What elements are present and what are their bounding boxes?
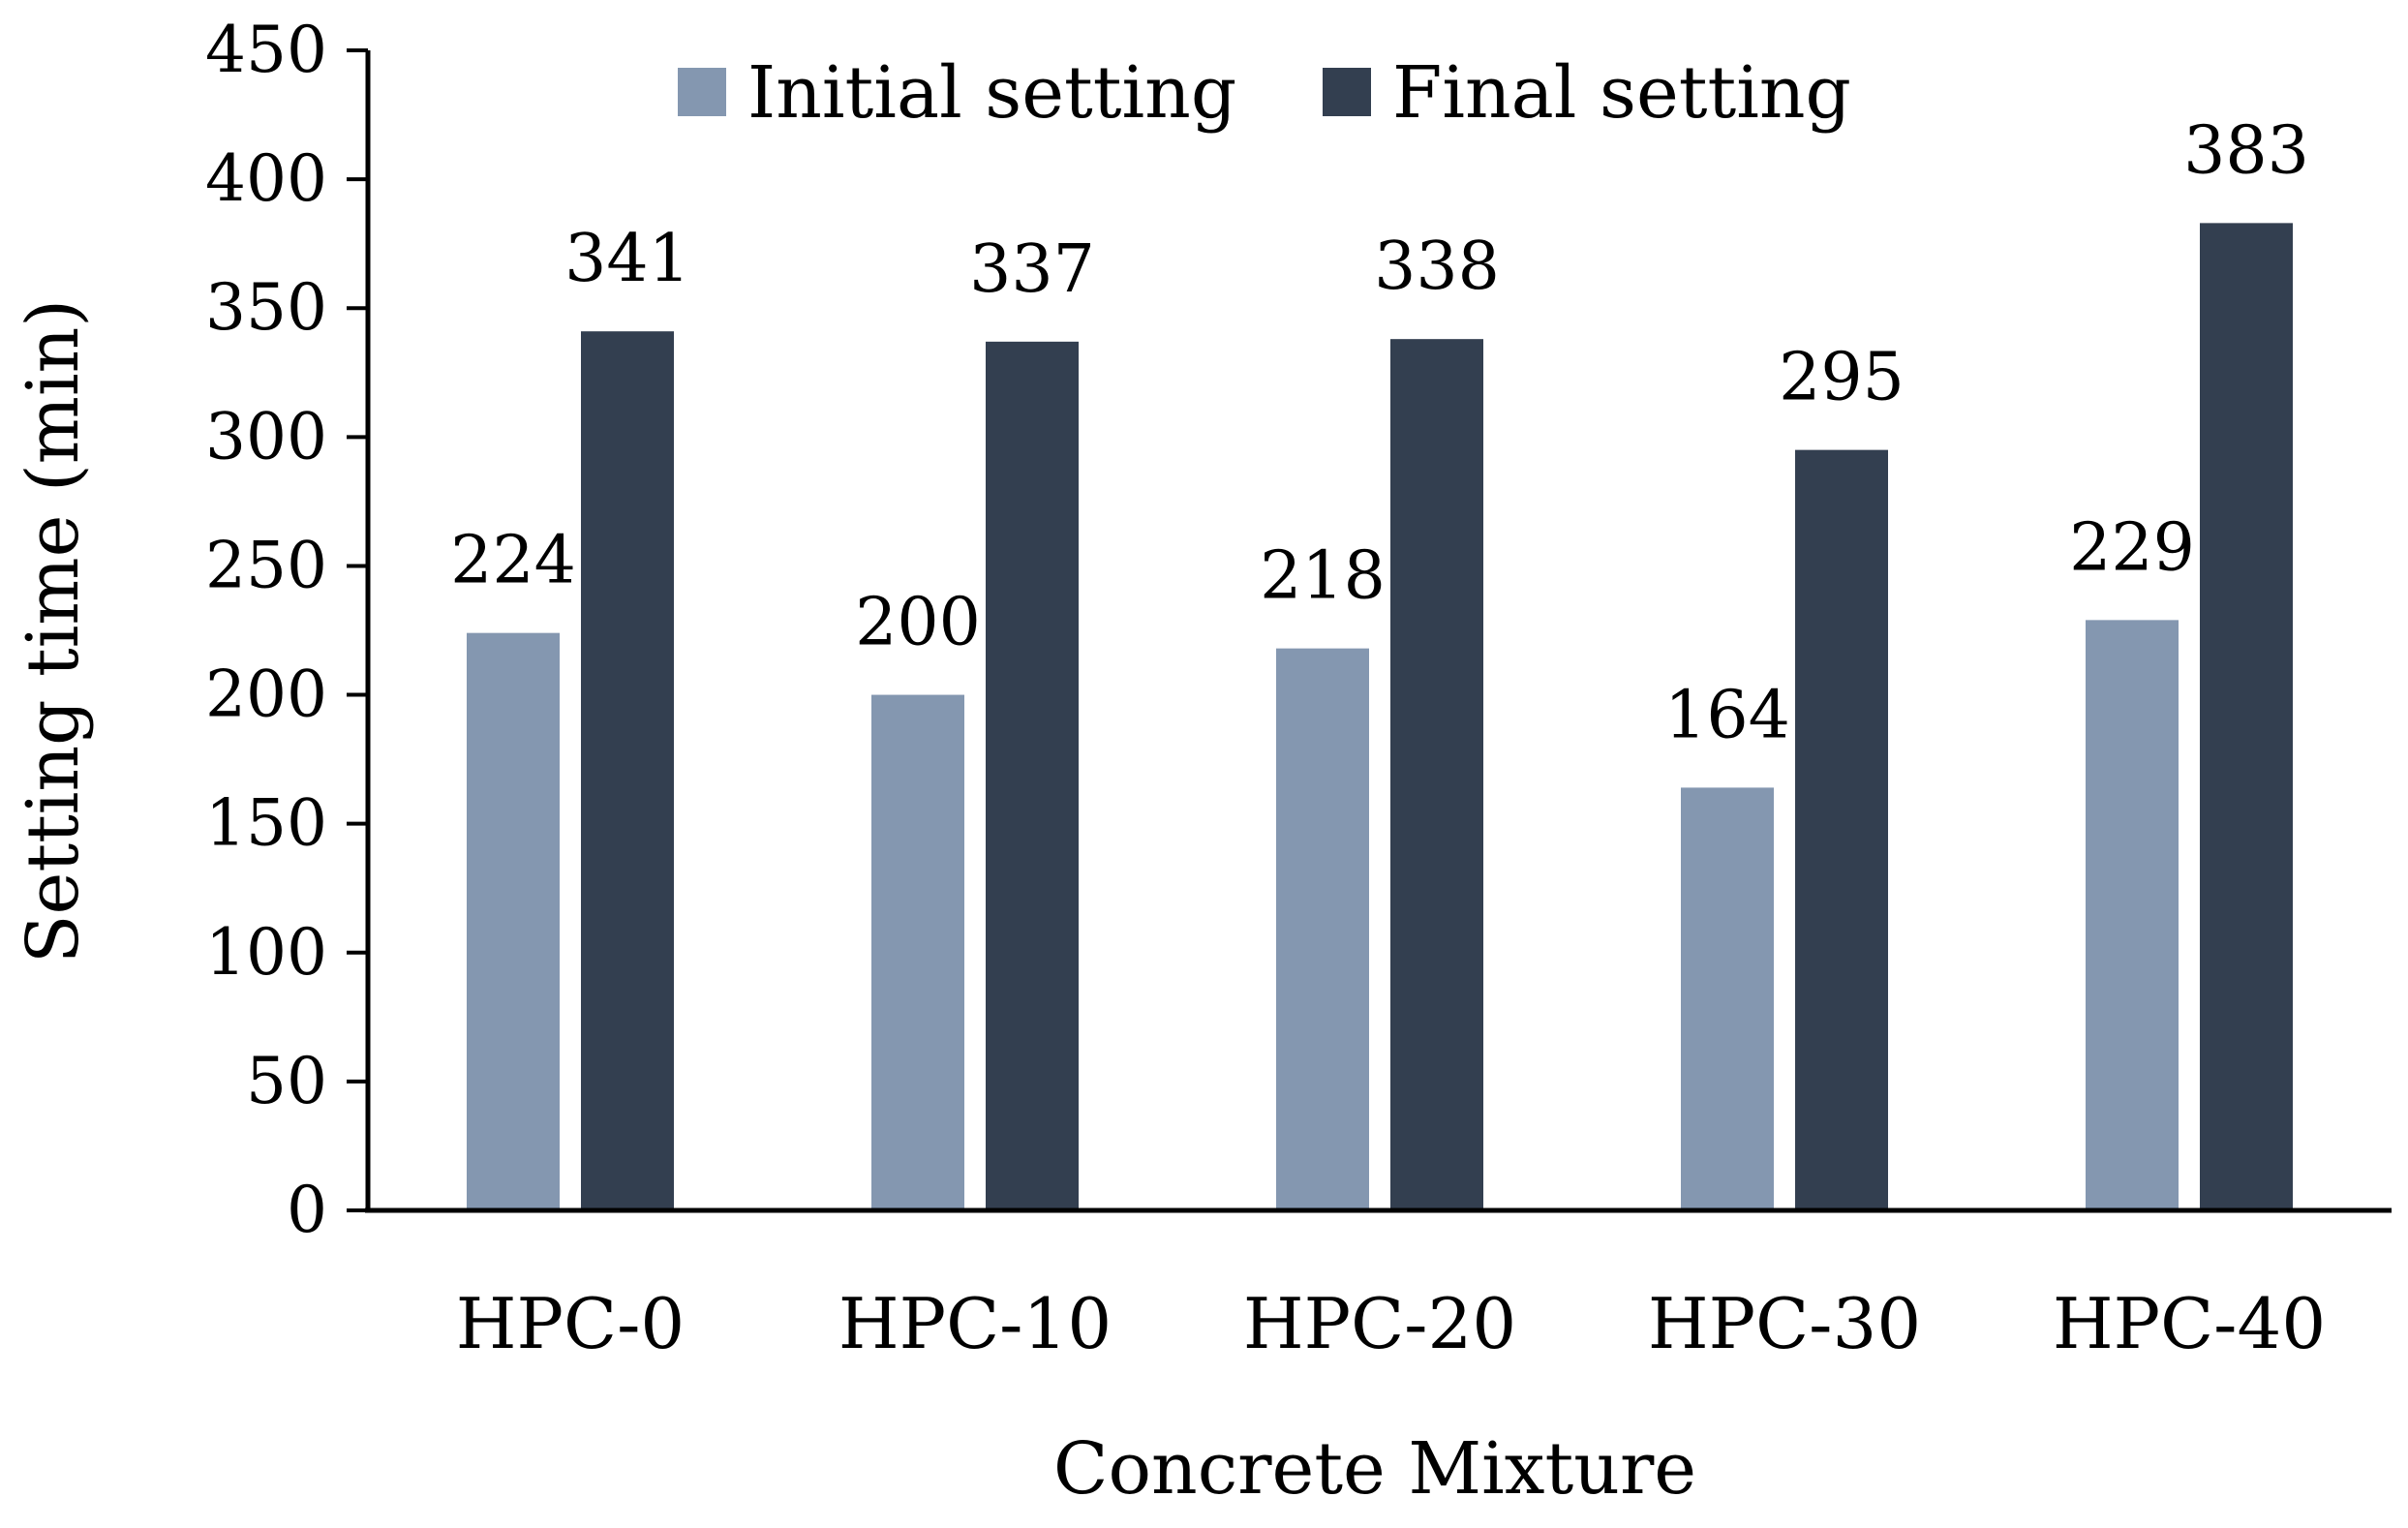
bar-final-setting-hpc-30 <box>1795 449 1888 1211</box>
y-tick-label: 400 <box>205 141 327 216</box>
bar-final-setting-hpc-40 <box>2200 223 2293 1210</box>
x-tick-label-hpc-20: HPC-20 <box>1243 1283 1516 1364</box>
bar-initial-setting-hpc-30 <box>1681 787 1774 1210</box>
bar-initial-setting-hpc-20 <box>1276 648 1369 1210</box>
data-label-final-setting-hpc-40: 383 <box>2183 112 2309 189</box>
data-label-initial-setting-hpc-10: 200 <box>855 585 981 661</box>
y-tick-label: 100 <box>205 915 327 990</box>
y-tick-label: 200 <box>205 657 327 732</box>
data-label-initial-setting-hpc-30: 164 <box>1664 677 1790 753</box>
bar-initial-setting-hpc-40 <box>2086 620 2179 1210</box>
x-tick-label-hpc-30: HPC-30 <box>1648 1283 1921 1364</box>
x-tick-label-hpc-0: HPC-0 <box>456 1283 685 1364</box>
y-tick-label: 0 <box>287 1173 327 1247</box>
bar-final-setting-hpc-0 <box>581 331 674 1210</box>
data-label-final-setting-hpc-10: 337 <box>969 231 1095 308</box>
data-label-final-setting-hpc-20: 338 <box>1374 229 1500 305</box>
y-axis-title: Setting time (min) <box>12 299 95 963</box>
legend-label-final-setting: Final setting <box>1392 51 1851 135</box>
legend-swatch-initial-setting <box>678 68 726 116</box>
data-label-initial-setting-hpc-40: 229 <box>2069 509 2195 586</box>
data-label-final-setting-hpc-30: 295 <box>1779 340 1905 416</box>
bars-layer <box>467 223 2293 1211</box>
bar-initial-setting-hpc-0 <box>467 632 560 1210</box>
y-tick-label: 300 <box>205 399 327 474</box>
data-label-initial-setting-hpc-20: 218 <box>1260 538 1386 615</box>
data-labels-layer: 224 341 200 337 218 338 164 295 229 383 <box>450 112 2309 753</box>
legend: Initial setting Final setting <box>678 51 1851 135</box>
y-tick-label: 450 <box>205 13 327 87</box>
x-ticks-layer: HPC-0 HPC-10 HPC-20 HPC-30 HPC-40 <box>456 1283 2326 1364</box>
y-tick-label: 50 <box>246 1044 327 1118</box>
bar-final-setting-hpc-10 <box>986 341 1079 1210</box>
x-axis-title: Concrete Mixture <box>1053 1427 1696 1511</box>
axes-layer <box>365 50 2392 1213</box>
legend-label-initial-setting: Initial setting <box>747 51 1236 135</box>
y-tick-label: 150 <box>205 786 327 861</box>
y-tick-label: 350 <box>205 270 327 345</box>
y-ticks-layer: 0 50 100 150 200 250 300 350 400 450 <box>205 13 368 1247</box>
x-tick-label-hpc-40: HPC-40 <box>2053 1283 2326 1364</box>
bar-final-setting-hpc-20 <box>1390 339 1483 1210</box>
legend-swatch-final-setting <box>1323 68 1371 116</box>
data-label-initial-setting-hpc-0: 224 <box>450 523 576 599</box>
data-label-final-setting-hpc-0: 341 <box>564 221 690 297</box>
bar-initial-setting-hpc-10 <box>871 694 964 1210</box>
x-tick-label-hpc-10: HPC-10 <box>838 1283 1112 1364</box>
y-tick-label: 250 <box>205 528 327 602</box>
